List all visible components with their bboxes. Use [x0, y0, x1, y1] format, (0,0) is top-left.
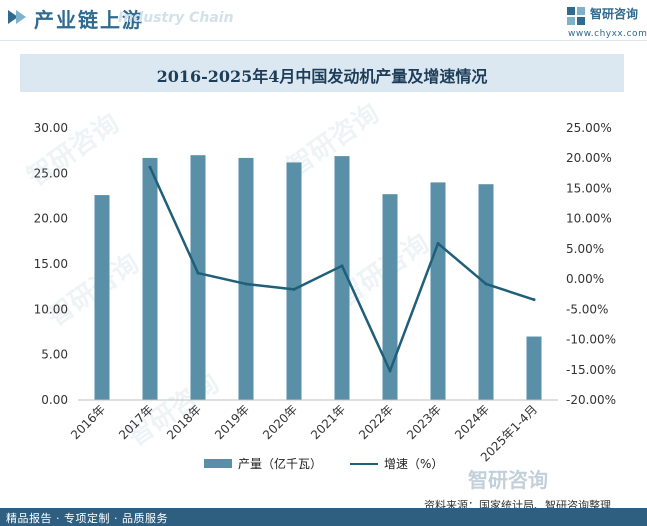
legend-label-output: 产量（亿千瓦） — [238, 457, 323, 471]
chart-title: 2016-2025年4月中国发动机产量及增速情况 — [156, 67, 488, 86]
y-right-tick-label: 15.00% — [566, 181, 612, 195]
y-right-tick-label: 20.00% — [566, 151, 612, 165]
y-left-tick-label: 5.00 — [41, 348, 68, 362]
point-growth — [196, 271, 200, 275]
y-left-tick-label: 25.00 — [34, 166, 68, 180]
brand-logo-icon — [567, 7, 585, 25]
header-divider — [0, 40, 647, 41]
bar-output — [478, 184, 494, 400]
x-tick-label: 2024年 — [452, 402, 492, 442]
chart-legend: 产量（亿千瓦） 增速（%） — [0, 455, 647, 479]
bar-output — [142, 157, 158, 400]
x-tick-label: 2022年 — [356, 402, 396, 442]
y-right-tick-label: 0.00% — [566, 272, 604, 286]
y-right-tick-label: -15.00% — [566, 363, 616, 377]
legend-swatch-bar — [204, 459, 232, 468]
legend-item-growth: 增速（%） — [350, 455, 443, 472]
y-left-tick-label: 15.00 — [34, 257, 68, 271]
point-growth — [340, 264, 344, 268]
page-footer: 精品报告 · 专项定制 · 品质服务 — [0, 508, 647, 526]
y-left-tick-label: 0.00 — [41, 393, 68, 407]
bar-output — [430, 182, 446, 400]
bar-output — [286, 162, 302, 400]
y-right-tick-label: -5.00% — [566, 302, 608, 316]
x-tick-label: 2021年 — [308, 402, 348, 442]
bar-output — [190, 155, 206, 400]
brand-name: 智研咨询 — [590, 7, 639, 21]
y-right-tick-label: -20.00% — [566, 393, 616, 407]
x-tick-label: 2018年 — [164, 402, 204, 442]
section-title: 产业链上游 — [34, 8, 144, 32]
y-right-tick-label: 5.00% — [566, 242, 604, 256]
x-tick-label: 2023年 — [404, 402, 444, 442]
x-tick-label: 2017年 — [116, 402, 156, 442]
footer-slogan: 精品报告 · 专项定制 · 品质服务 — [6, 512, 168, 525]
point-growth — [484, 282, 488, 286]
section-marker-icon — [8, 10, 26, 24]
point-growth — [532, 298, 536, 302]
bar-output — [94, 195, 110, 400]
point-growth — [244, 282, 248, 286]
bar-output — [238, 157, 254, 400]
x-tick-label: 2019年 — [212, 402, 252, 442]
y-right-tick-label: -10.00% — [566, 333, 616, 347]
bar-output — [526, 336, 542, 400]
x-tick-label: 2020年 — [260, 402, 300, 442]
y-left-tick-label: 20.00 — [34, 212, 68, 226]
y-right-tick-label: 25.00% — [566, 121, 612, 135]
y-left-tick-label: 30.00 — [34, 121, 68, 135]
y-left-tick-label: 10.00 — [34, 302, 68, 316]
point-growth — [436, 241, 440, 245]
legend-item-output: 产量（亿千瓦） — [204, 455, 322, 472]
brand-url[interactable]: www.chyxx.com — [568, 29, 647, 39]
point-growth — [148, 165, 152, 169]
bar-output — [334, 156, 350, 400]
brand-watermark: 智研咨询 — [468, 468, 548, 492]
legend-swatch-line — [350, 462, 378, 465]
page-header: 产业链上游 Industry Chain 智研咨询 www.chyxx.com — [0, 0, 647, 40]
legend-label-growth: 增速（%） — [384, 457, 444, 471]
y-right-tick-label: 10.00% — [566, 212, 612, 226]
point-growth — [292, 287, 296, 291]
point-growth — [388, 369, 392, 373]
chart-title-banner: 2016-2025年4月中国发动机产量及增速情况 — [20, 54, 624, 92]
section-subtitle: Industry Chain — [118, 10, 234, 26]
x-tick-label: 2016年 — [68, 402, 108, 442]
bar-output — [382, 194, 398, 400]
